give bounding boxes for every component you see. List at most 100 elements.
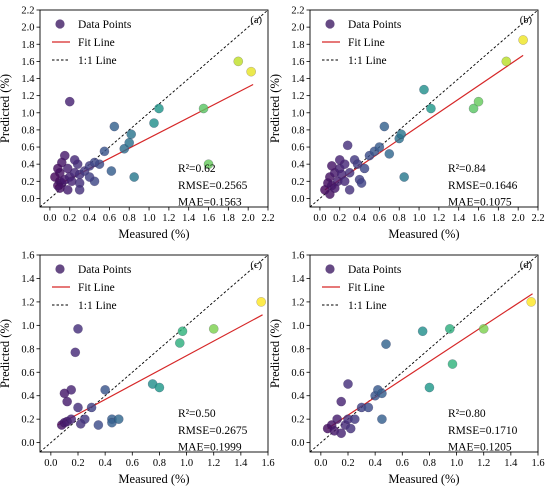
- y-tick-label: 0.8: [291, 344, 304, 355]
- data-point: [345, 423, 356, 434]
- data-point: [526, 297, 537, 307]
- data-point: [59, 388, 70, 399]
- data-point: [149, 118, 159, 128]
- legend-label-fit: Fit Line: [348, 37, 385, 49]
- y-tick-label: 0.2: [21, 415, 34, 426]
- y-axis-label: Predicted (%): [0, 74, 12, 143]
- data-point: [73, 402, 83, 413]
- y-tick-label: 1.4: [291, 74, 305, 85]
- y-tick-label: 0.6: [21, 368, 34, 379]
- data-point: [468, 103, 479, 114]
- rmse-value: RMSE=0.1710: [448, 425, 518, 437]
- y-tick-label: 2.2: [21, 6, 34, 17]
- x-tick-label: 0.4: [369, 458, 383, 469]
- data-point: [473, 96, 484, 107]
- y-axis-label: Predicted (%): [268, 319, 282, 388]
- plot-area: [310, 255, 538, 452]
- y-tick-label: 1.2: [291, 297, 304, 308]
- data-point: [198, 103, 209, 114]
- legend-label-points: Data Points: [78, 19, 132, 31]
- panel-tag: (d): [520, 260, 533, 271]
- y-tick-label: 1.0: [291, 108, 304, 119]
- data-point: [417, 326, 428, 337]
- legend-label-one-to-one: 1:1 Line: [78, 300, 117, 312]
- y-tick-label: 1.2: [21, 91, 34, 102]
- x-tick-label: 0.8: [153, 458, 166, 469]
- panel-tag: (a): [250, 15, 262, 26]
- x-axis-label: Measured (%): [388, 472, 459, 486]
- x-tick-label: 0.0: [314, 458, 327, 469]
- x-tick-label: 1.0: [412, 213, 425, 224]
- legend-label-one-to-one: 1:1 Line: [78, 55, 117, 67]
- data-point: [89, 157, 100, 168]
- y-tick-label: 1.0: [21, 108, 34, 119]
- data-point: [377, 414, 387, 425]
- data-point: [64, 96, 75, 107]
- data-point: [332, 414, 342, 425]
- stats-annotation: R²=0.84 RMSE=0.1646 MAE=0.1075: [448, 163, 518, 209]
- y-tick-label: 2.2: [291, 6, 304, 17]
- y-tick-label: 1.6: [291, 57, 304, 68]
- r2-value: R²=0.50: [178, 408, 216, 420]
- data-point: [384, 149, 395, 159]
- legend-label-points: Data Points: [78, 264, 132, 276]
- x-tick-label: 1.0: [450, 458, 463, 469]
- x-tick-label: 0.2: [71, 458, 84, 469]
- data-point: [129, 172, 140, 182]
- data-point: [349, 414, 360, 425]
- x-tick-label: 0.6: [396, 458, 409, 469]
- data-point: [73, 324, 83, 334]
- plot-area: [40, 255, 268, 452]
- x-tick-label: 1.6: [531, 458, 544, 469]
- axes-frame: [39, 9, 269, 208]
- mae-value: MAE=0.1563: [178, 197, 242, 209]
- data-point: [399, 172, 410, 182]
- data-point: [62, 185, 73, 195]
- x-tick-label: 0.0: [43, 213, 56, 224]
- x-tick-label: 2.2: [261, 213, 274, 224]
- x-tick-label: 1.4: [234, 458, 248, 469]
- y-tick-label: 2.0: [291, 23, 304, 34]
- x-tick-label: 0.2: [333, 213, 346, 224]
- data-point: [343, 379, 353, 389]
- x-tick-label: 1.2: [207, 458, 220, 469]
- x-tick-label: 2.0: [242, 213, 255, 224]
- data-point: [50, 172, 60, 182]
- data-point: [359, 163, 370, 174]
- y-tick-label: 1.0: [21, 321, 34, 332]
- plot-area: [40, 10, 268, 207]
- y-tick-label: 0.6: [21, 143, 34, 154]
- x-tick-label: 1.2: [162, 213, 175, 224]
- legend-label-fit: Fit Line: [78, 282, 115, 294]
- data-point: [106, 166, 117, 176]
- rmse-value: RMSE=0.2675: [178, 425, 248, 437]
- data-point: [256, 297, 267, 307]
- panel-tag: (c): [250, 260, 262, 271]
- r2-value: R²=0.62: [178, 163, 216, 175]
- data-point: [70, 347, 81, 358]
- data-point: [109, 121, 120, 132]
- x-tick-label: 0.4: [83, 213, 97, 224]
- x-tick-label: 0.0: [44, 458, 57, 469]
- data-point: [344, 167, 355, 178]
- panel-b: 0.0 0.2 0.4 0.6 0.8 1.0 1.2 1.4 1.6 1.8 2.0 2.2 0.0 0…: [268, 6, 545, 242]
- data-point: [426, 103, 436, 114]
- data-point: [203, 159, 214, 170]
- panel-c: 0.0 0.2 0.4 0.6 0.8 1.0 1.2 1.4 1.6 0.0 0.2 0.4 0.6 0…: [0, 251, 275, 487]
- legend-label-one-to-one: 1:1 Line: [348, 55, 387, 67]
- x-tick-label: 0.2: [63, 213, 76, 224]
- data-point: [99, 146, 110, 157]
- stats-annotation: R²=0.50 RMSE=0.2675 MAE=0.1999: [178, 408, 248, 454]
- data-point: [444, 324, 455, 334]
- y-tick-label: 1.2: [291, 91, 304, 102]
- data-point: [352, 159, 363, 170]
- x-tick-label: 0.6: [103, 213, 116, 224]
- x-tick-label: 1.6: [202, 213, 215, 224]
- x-tick-label: 1.0: [142, 213, 155, 224]
- x-axis-label: Measured (%): [118, 472, 189, 486]
- data-point: [334, 155, 345, 165]
- x-tick-label: 1.4: [452, 213, 466, 224]
- x-tick-label: 2.0: [512, 213, 525, 224]
- data-point: [478, 324, 489, 334]
- rmse-value: RMSE=0.1646: [448, 180, 518, 192]
